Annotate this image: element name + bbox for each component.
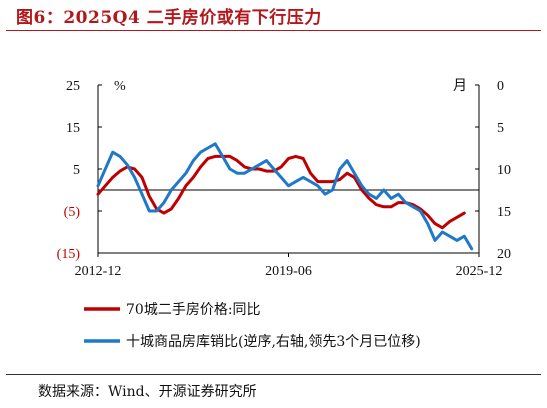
chart: 25 15 5 (5) (15)% 0 5 10 15 20 月 2012-12 2019-06 2025… xyxy=(57,78,511,350)
series-line-2 xyxy=(96,142,474,251)
source-note: 数据来源：Wind、开源证券研究所 xyxy=(38,384,257,400)
series-line-1 xyxy=(96,154,466,230)
x-tick-label: 2012-12 xyxy=(75,264,122,279)
left-tick-label: (5) xyxy=(64,205,81,220)
right-tick-label: 10 xyxy=(497,163,511,178)
left-tick-label: 5 xyxy=(73,163,80,178)
left-tick-label: 15 xyxy=(66,121,80,136)
legend-label-1: 70城二手房价格:同比 xyxy=(126,302,261,318)
right-tick-label: 5 xyxy=(497,121,504,136)
title-underline xyxy=(6,30,541,31)
legend-label-2: 十城商品房库销比(逆序,右轴,领先3个月已位移) xyxy=(126,334,421,350)
right-axis-unit: 月 xyxy=(453,78,467,94)
left-axis-unit: % xyxy=(114,79,126,94)
chart-title: 图6：2025Q4 二手房价或有下行压力 xyxy=(16,8,322,28)
right-tick-label: 15 xyxy=(497,205,511,220)
left-tick-label: 25 xyxy=(66,79,80,94)
right-tick-label: 20 xyxy=(497,247,511,262)
right-tick-label: 0 xyxy=(497,79,504,94)
left-tick-label: (15) xyxy=(57,247,81,262)
x-tick-label: 2019-06 xyxy=(265,264,312,279)
footer-rule xyxy=(6,374,541,375)
x-tick-label: 2025-12 xyxy=(456,264,503,279)
